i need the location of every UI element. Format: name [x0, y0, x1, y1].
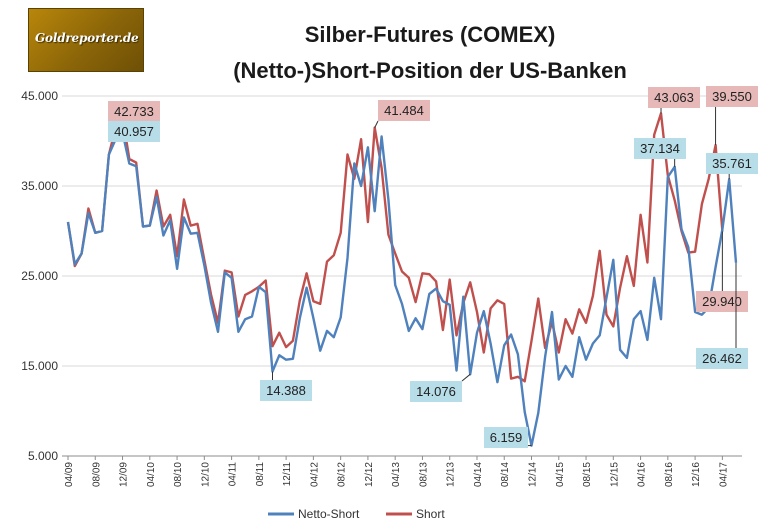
x-tick-label: 08/12: [337, 462, 348, 487]
callout-label: 14.076: [416, 384, 456, 399]
x-tick-label: 08/14: [500, 462, 511, 487]
x-tick-label: 04/12: [309, 462, 320, 487]
callout-box: [706, 86, 758, 107]
legend-label: Netto-Short: [298, 507, 360, 521]
callout-label: 37.134: [640, 141, 680, 156]
callout-box: [378, 100, 430, 121]
x-tick-label: 04/16: [637, 462, 648, 487]
callout-leader: [461, 373, 471, 382]
callout-label: 43.063: [654, 90, 694, 105]
logo-text: Goldreporter.de: [35, 31, 139, 45]
callout-box: [108, 101, 160, 122]
callout-box: [260, 380, 312, 401]
callout-box: [484, 427, 528, 448]
callout-label: 40.957: [114, 124, 154, 139]
x-tick-label: 12/16: [691, 462, 702, 487]
x-tick-label: 04/17: [718, 462, 729, 487]
series-line-netto-short: [66, 131, 738, 447]
callout-label: 26.462: [702, 351, 742, 366]
x-tick-label: 04/10: [146, 462, 157, 487]
chart-title: Silber-Futures (COMEX): [304, 22, 556, 47]
y-tick-label: 25.000: [21, 269, 58, 283]
callout-label: 29.940: [702, 294, 742, 309]
callout-box: [634, 138, 686, 159]
y-tick-label: 5.000: [28, 449, 58, 463]
x-tick-label: 12/15: [609, 462, 620, 487]
callout-box: [706, 153, 758, 174]
callout-box: [696, 291, 748, 312]
callout-box: [410, 381, 462, 402]
x-tick-label: 08/15: [582, 462, 593, 487]
x-tick-label: 04/13: [391, 462, 402, 487]
chart-subtitle: (Netto-)Short-Position der US-Banken: [233, 58, 627, 83]
x-tick-label: 08/10: [173, 462, 184, 487]
x-tick-label: 04/15: [555, 462, 566, 487]
callout-label: 39.550: [712, 89, 752, 104]
x-tick-label: 08/09: [91, 462, 102, 487]
series-line-short: [66, 112, 724, 383]
goldreporter-logo: Goldreporter.de: [28, 8, 144, 72]
x-tick-label: 04/11: [228, 462, 239, 487]
callout-box: [648, 87, 700, 108]
x-tick-label: 04/09: [64, 462, 75, 487]
x-tick-label: 04/14: [473, 462, 484, 487]
x-tick-label: 12/11: [282, 462, 293, 487]
x-tick-label: 12/09: [119, 462, 130, 487]
x-tick-label: 12/14: [528, 462, 539, 487]
x-tick-label: 12/10: [200, 462, 211, 487]
callout-label: 35.761: [712, 156, 752, 171]
x-tick-label: 12/12: [364, 462, 375, 487]
legend-label: Short: [416, 507, 445, 521]
y-tick-label: 45.000: [21, 89, 58, 103]
x-tick-label: 08/11: [255, 462, 266, 487]
y-tick-label: 15.000: [21, 359, 58, 373]
callout-label: 6.159: [490, 430, 523, 445]
y-tick-label: 35.000: [21, 179, 58, 193]
callout-label: 41.484: [384, 103, 424, 118]
callout-leader: [374, 120, 379, 128]
callout-label: 42.733: [114, 104, 154, 119]
x-tick-label: 08/16: [664, 462, 675, 487]
callout-box: [108, 121, 160, 142]
x-tick-label: 08/13: [418, 462, 429, 487]
callout-box: [696, 348, 748, 369]
callout-label: 14.388: [266, 383, 306, 398]
x-tick-label: 12/13: [446, 462, 457, 487]
